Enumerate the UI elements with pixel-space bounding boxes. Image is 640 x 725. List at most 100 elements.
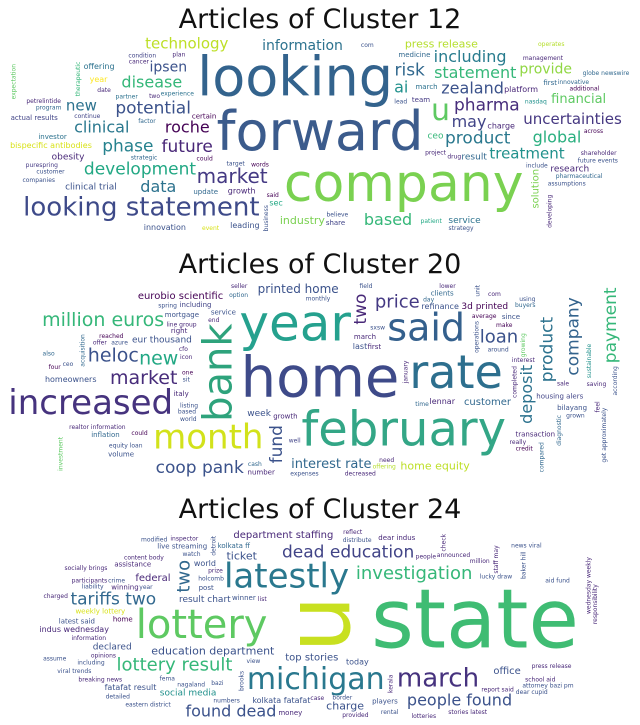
cloud-word: ceo <box>63 361 74 368</box>
cloud-word: field <box>360 283 373 290</box>
cloud-word: post <box>199 584 214 592</box>
cloud-word: ceo <box>427 132 443 142</box>
cloud-word: u <box>431 93 450 128</box>
cloud-word: strategy <box>449 225 474 232</box>
cloud-word: home equity <box>400 460 470 473</box>
cloud-word: provide <box>519 61 572 77</box>
cloud-word: people found <box>407 691 512 710</box>
cloud-word: january <box>402 360 409 384</box>
cloud-word: latestly <box>224 557 349 597</box>
cloud-word: italy <box>174 390 189 398</box>
cloud-word: operations <box>473 321 480 353</box>
cloud-word: bank <box>195 323 241 422</box>
cloud-word: well <box>289 438 301 445</box>
cloud-word: expectation <box>10 64 17 100</box>
cloud-word: reflect <box>343 529 363 536</box>
cloud-word: wednesday weekly <box>586 557 593 614</box>
cloud-word: press release <box>532 663 572 670</box>
cloud-word: strategic <box>131 154 157 161</box>
cloud-word: project <box>425 150 446 157</box>
cloud-word: case <box>310 695 324 702</box>
cloud-word: potential <box>115 98 191 118</box>
cloud-word: really <box>510 439 527 446</box>
cloud-word: listing <box>180 403 198 410</box>
cloud-word: year <box>90 75 109 84</box>
cloud-word: investment <box>57 436 64 471</box>
cloud-word: today <box>346 657 369 666</box>
cloud-word: factor <box>138 118 156 125</box>
cloud-word: risk <box>394 60 425 80</box>
cloud-word: lotteries <box>411 713 436 720</box>
cloud-word: including <box>77 660 105 667</box>
cloud-word: indus wednesday <box>39 625 109 634</box>
chart-title: Articles of Cluster 20 <box>178 249 462 280</box>
cloud-word: future <box>162 137 213 157</box>
chart-title: Articles of Cluster 24 <box>178 494 462 525</box>
cloud-word: content body <box>124 554 164 561</box>
cloud-word: investigation <box>356 563 473 584</box>
cloud-word: prize <box>208 568 223 575</box>
cloud-word: declared <box>93 643 132 653</box>
cloud-word: watch <box>182 551 200 558</box>
cloud-word: development <box>84 159 196 179</box>
cloud-word: modified <box>141 536 167 543</box>
cloud-word: using <box>519 296 535 303</box>
cloud-word: staff may <box>493 545 500 574</box>
cloud-word: charged <box>43 593 68 600</box>
cloud-word: winning <box>111 583 138 591</box>
cloud-word: players <box>372 697 398 705</box>
cloud-word: payment <box>601 287 621 363</box>
cloud-word: breaking news <box>78 677 122 684</box>
cloud-word: average <box>472 313 497 320</box>
cloud-word: dear cupid <box>516 689 548 696</box>
cloud-word: number <box>248 468 275 476</box>
cloud-word: also <box>43 351 55 358</box>
cloud-word: data <box>140 177 176 196</box>
cloud-word: latest said <box>59 617 95 625</box>
cloud-word: medicine <box>398 51 430 59</box>
cloud-word: homeowners <box>45 375 97 384</box>
cloud-word: tariffs two <box>70 589 156 609</box>
cloud-word: holcomb <box>198 575 224 582</box>
cloud-word: condition <box>128 52 156 59</box>
cloud-word: 3d printed <box>461 302 508 312</box>
cloud-word: border <box>332 695 352 702</box>
cloud-word: feel <box>595 401 602 412</box>
cloud-word: global <box>533 127 582 146</box>
cloud-word: refinance <box>421 302 459 311</box>
cloud-word: announced <box>437 552 471 559</box>
cloud-word: purespring <box>26 162 59 169</box>
cloud-word: grown <box>566 412 585 419</box>
cloud-word: view <box>247 658 261 665</box>
cloud-word: innovative <box>558 79 590 86</box>
cloud-word: rate <box>409 345 502 399</box>
cloud-word: company <box>564 297 584 375</box>
cloud-word: mortgage <box>165 311 199 319</box>
cloud-word: press release <box>405 38 478 51</box>
cloud-word: management <box>523 55 564 62</box>
cloud-word: looking statement <box>23 193 259 223</box>
cloud-word: compared <box>539 442 546 472</box>
cloud-word: innovation <box>144 223 186 232</box>
cloud-word: ipsen <box>150 59 188 75</box>
cloud-word: future events <box>578 158 618 165</box>
cloud-word: program <box>36 105 62 112</box>
cloud-word: cfo <box>179 346 188 353</box>
cloud-word: acquisition <box>80 334 87 367</box>
cloud-word: inflation <box>91 431 120 439</box>
cloud-word: drug <box>447 154 461 161</box>
wordcloud-canvas: forward looking company u looking statement m… <box>8 37 632 232</box>
cloud-word: march <box>354 333 376 341</box>
cloud-word: assumptions <box>548 181 586 188</box>
cloud-word: fatafat result <box>105 683 157 692</box>
cloud-word: news viral <box>511 543 542 550</box>
cloud-word: sustainable <box>586 344 593 379</box>
cloud-word: weekly lottery <box>75 608 125 616</box>
cloud-word: include <box>526 163 548 170</box>
cloud-word: state <box>371 572 579 667</box>
cloud-word: price <box>375 291 420 312</box>
cloud-word: detroit <box>210 535 217 556</box>
cloud-word: right <box>171 327 188 335</box>
cloud-word: u <box>266 595 371 652</box>
cloud-word: make <box>496 322 513 329</box>
